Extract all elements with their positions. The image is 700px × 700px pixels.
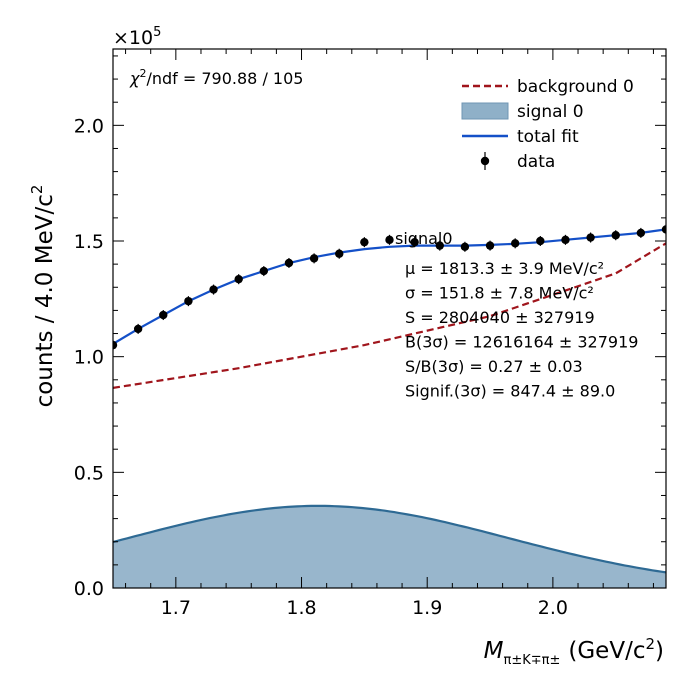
data-point	[133, 324, 143, 334]
total-fit-line	[113, 228, 666, 345]
x-tick-label: 2.0	[538, 597, 568, 619]
fit-result-line: S = 2804040 ± 327919	[405, 308, 595, 327]
legend-label: total fit	[517, 127, 579, 147]
data-point	[184, 296, 193, 306]
plot-frame	[112, 48, 667, 589]
data-point	[661, 225, 666, 234]
fit-result-line: S/B(3σ) = 0.27 ± 0.03	[405, 357, 583, 376]
legend-swatch-signal	[461, 102, 509, 120]
data-point	[385, 235, 394, 245]
data-point	[360, 237, 369, 247]
data-point	[309, 254, 319, 263]
y-tick-label: 0.5	[74, 462, 104, 484]
data-point	[209, 285, 218, 294]
data-point	[611, 231, 620, 240]
fit-results: μ = 1813.3 ± 3.9 MeV/c² σ = 151.8 ± 7.8 M…	[405, 259, 638, 401]
y-tick-label: 0.0	[74, 578, 104, 600]
data-point	[510, 239, 520, 248]
data-point	[259, 266, 269, 276]
data-point	[636, 228, 646, 238]
x-tick-label: 1.7	[161, 597, 191, 619]
x-tick-label: 1.9	[412, 597, 442, 619]
y-tick-label: 1.0	[74, 347, 104, 369]
fit-result-line: B(3σ) = 12616164 ± 327919	[405, 333, 638, 352]
y-multiplier: ×105	[113, 25, 161, 49]
plot-area	[113, 224, 666, 588]
signal-area	[113, 505, 666, 588]
legend-swatch-data	[480, 156, 490, 166]
background-line	[113, 242, 666, 389]
chi2-annotation: χ2/ndf = 790.88 / 105	[129, 67, 303, 88]
legend-label: background 0	[517, 77, 634, 97]
x-tick-label: 1.8	[286, 597, 316, 619]
fit-result-line: μ = 1813.3 ± 3.9 MeV/c²	[405, 259, 604, 278]
fit-title: signal0	[395, 229, 453, 248]
data-point	[234, 274, 243, 284]
y-tick-label: 2.0	[74, 115, 104, 137]
legend-label: data	[517, 152, 555, 172]
data-point	[284, 258, 294, 268]
data-point	[113, 340, 118, 350]
signal-line	[113, 504, 666, 574]
fit-result-line: Signif.(3σ) = 847.4 ± 89.0	[405, 382, 615, 401]
data-point	[460, 242, 470, 251]
x-axis-label: Mπ±K∓π± (GeV/c2)	[484, 635, 664, 668]
y-tick-label: 1.5	[74, 231, 104, 253]
axis-ticks	[113, 49, 666, 589]
data-point	[435, 241, 444, 250]
data-point	[335, 249, 344, 258]
y-axis-label: counts / 4.0 MeV/c2	[28, 185, 58, 408]
data-point	[586, 233, 595, 242]
data-point	[159, 310, 168, 320]
data-point	[561, 235, 570, 245]
data-point	[536, 236, 545, 246]
data-point	[410, 237, 419, 247]
legend: background 0 signal 0 total fit data	[461, 77, 634, 172]
data-point	[485, 241, 495, 250]
fit-result-line: σ = 151.8 ± 7.8 MeV/c²	[405, 284, 594, 303]
legend-label: signal 0	[517, 102, 584, 122]
